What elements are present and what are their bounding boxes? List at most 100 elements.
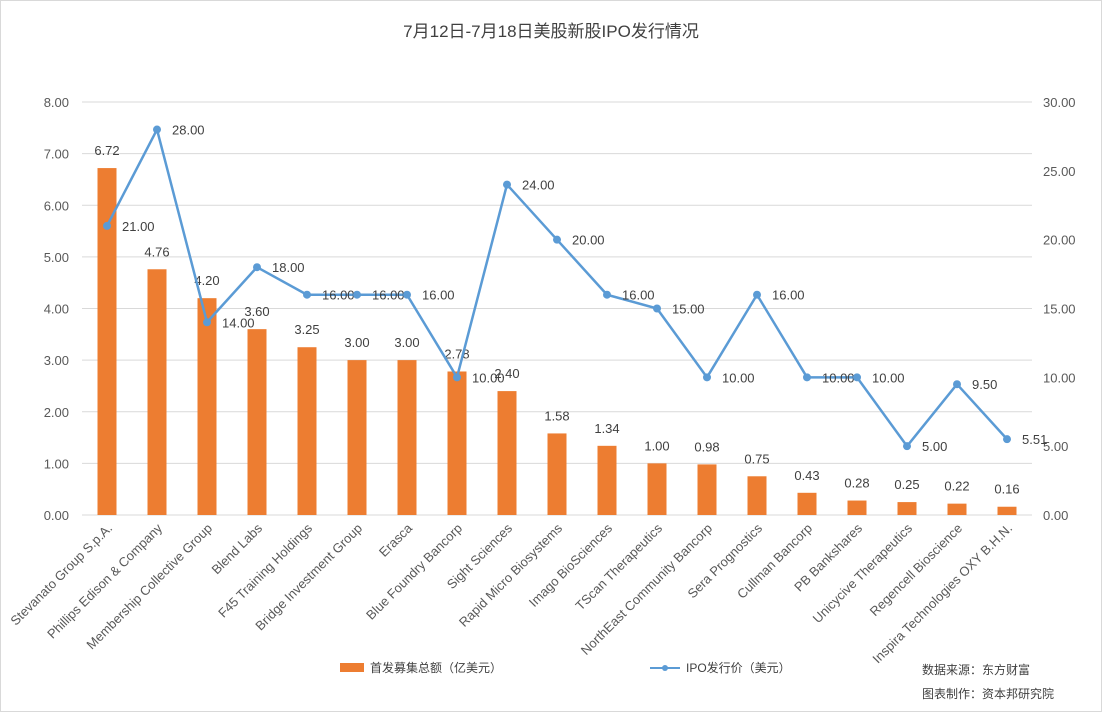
category-tick-label: Imago BioSciences xyxy=(526,520,616,610)
line-point xyxy=(153,125,161,134)
line-point xyxy=(803,373,811,382)
line-value-label: 10.00 xyxy=(472,370,505,385)
bar xyxy=(697,464,717,515)
bar-value-label: 0.75 xyxy=(744,451,769,466)
line-value-label: 24.00 xyxy=(522,178,555,193)
line-value-label: 16.00 xyxy=(622,288,655,303)
bar xyxy=(197,298,217,515)
line-point xyxy=(253,263,261,272)
chart-credit-note: 图表制作：资本邦研究院 xyxy=(922,687,1055,701)
bar xyxy=(897,502,917,515)
bar-value-label: 0.16 xyxy=(994,482,1019,497)
line-value-label: 16.00 xyxy=(422,288,455,303)
line-point xyxy=(903,442,911,451)
bar-value-label: 0.25 xyxy=(894,477,919,492)
line-point xyxy=(453,373,461,382)
category-tick-label: Regencell Bioscience xyxy=(867,521,965,619)
left-axis-tick-label: 8.00 xyxy=(44,95,69,110)
line-point xyxy=(853,373,861,382)
bar-value-label: 1.58 xyxy=(544,408,569,423)
bar xyxy=(347,360,367,515)
line-value-label: 16.00 xyxy=(372,288,405,303)
line-point xyxy=(953,380,961,389)
bar-value-label: 3.00 xyxy=(344,335,369,350)
category-tick-label: Unicycive Therapeutics xyxy=(810,520,916,626)
right-axis-tick-label: 0.00 xyxy=(1043,508,1068,523)
legend-bar-swatch xyxy=(340,663,364,672)
line-point xyxy=(303,290,311,299)
line-value-label: 18.00 xyxy=(272,260,305,275)
bar-value-label: 0.28 xyxy=(844,476,869,491)
line-value-label: 5.51 xyxy=(1022,432,1047,447)
line-value-label: 28.00 xyxy=(172,123,205,138)
chart-title: 7月12日-7月18日美股新股IPO发行情况 xyxy=(403,22,699,41)
bar xyxy=(247,329,267,515)
bar-value-label: 2.78 xyxy=(444,346,469,361)
category-tick-label: TScan Therapeutics xyxy=(572,520,665,613)
bar xyxy=(497,391,517,515)
bar-value-label: 0.43 xyxy=(794,468,819,483)
bar xyxy=(447,371,467,515)
line-point xyxy=(403,290,411,299)
line-value-label: 5.00 xyxy=(922,439,947,454)
left-axis-tick-label: 3.00 xyxy=(44,353,69,368)
bar xyxy=(297,347,317,515)
right-axis-tick-label: 15.00 xyxy=(1043,302,1076,317)
legend-line-label: IPO发行价（美元） xyxy=(686,661,791,675)
line-value-label: 15.00 xyxy=(672,302,705,317)
line-point xyxy=(753,290,761,299)
bar-value-label: 0.98 xyxy=(694,439,719,454)
bar xyxy=(947,503,967,515)
bar-value-label: 4.20 xyxy=(194,273,219,288)
category-tick-label: Stevanato Group S.p.A. xyxy=(7,521,115,629)
line-point xyxy=(503,180,511,189)
bar xyxy=(147,269,167,515)
line-value-label: 10.00 xyxy=(872,370,905,385)
category-tick-label: Blue Foundry Bancorp xyxy=(363,521,465,623)
legend-item-bar: 首发募集总额（亿美元） xyxy=(340,659,502,676)
line-point xyxy=(703,373,711,382)
left-axis-tick-label: 0.00 xyxy=(44,508,69,523)
line-value-label: 16.00 xyxy=(772,288,805,303)
bar-value-label: 3.25 xyxy=(294,322,319,337)
line-series-path xyxy=(105,128,1008,448)
left-axis-tick-label: 7.00 xyxy=(44,147,69,162)
bar-value-label: 4.76 xyxy=(144,244,169,259)
bar-value-label: 1.34 xyxy=(594,421,619,436)
legend-bar-label: 首发募集总额（亿美元） xyxy=(370,661,503,675)
left-axis-tick-label: 6.00 xyxy=(44,198,69,213)
line-value-label: 21.00 xyxy=(122,219,155,234)
line-value-label: 16.00 xyxy=(322,288,355,303)
line-value-label: 9.50 xyxy=(972,377,997,392)
bar xyxy=(797,492,817,515)
bar-value-label: 0.22 xyxy=(944,479,969,494)
bar-value-label: 3.60 xyxy=(244,304,269,319)
bar xyxy=(97,168,117,515)
bar-value-label: 6.72 xyxy=(94,143,119,158)
right-axis-tick-label: 30.00 xyxy=(1043,95,1076,110)
right-axis-tick-label: 25.00 xyxy=(1043,164,1076,179)
bar xyxy=(647,463,667,515)
legend-item-line: IPO发行价（美元） xyxy=(650,659,791,676)
bar xyxy=(997,506,1017,515)
bar xyxy=(397,360,417,515)
bar xyxy=(547,433,567,515)
bar xyxy=(597,445,617,515)
bar xyxy=(847,500,867,515)
line-point xyxy=(553,235,561,244)
left-axis-tick-label: 4.00 xyxy=(44,302,69,317)
bar-value-label: 3.00 xyxy=(394,335,419,350)
line-value-label: 10.00 xyxy=(722,370,755,385)
bar-value-label: 2.40 xyxy=(494,366,519,381)
left-axis-tick-label: 5.00 xyxy=(44,250,69,265)
right-axis-tick-label: 20.00 xyxy=(1043,233,1076,248)
bar-value-label: 1.00 xyxy=(644,438,669,453)
category-tick-label: F45 Training Holdings xyxy=(215,520,315,620)
bar xyxy=(747,476,767,515)
line-point xyxy=(103,221,111,230)
line-value-label: 20.00 xyxy=(572,233,605,248)
right-axis-tick-label: 5.00 xyxy=(1043,439,1068,454)
line-point xyxy=(1003,435,1011,444)
